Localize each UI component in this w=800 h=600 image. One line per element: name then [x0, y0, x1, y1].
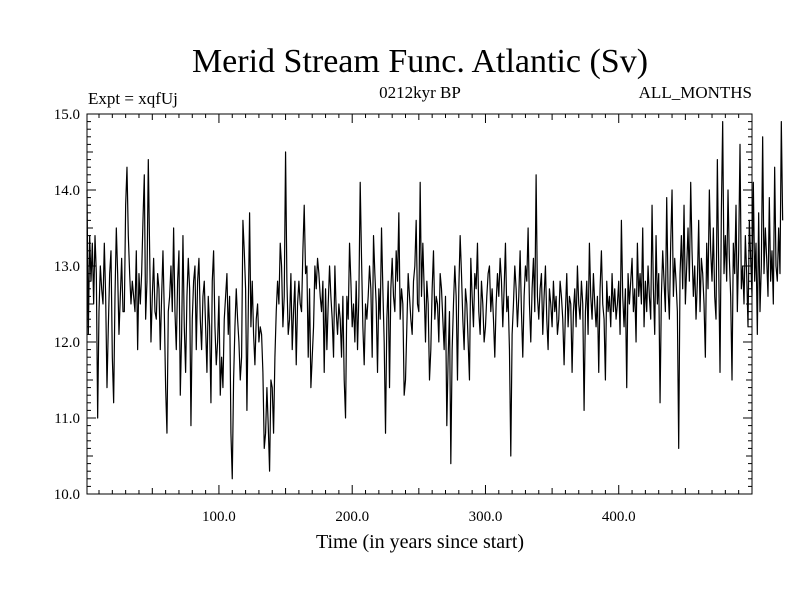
period-label: 0212kyr BP: [379, 83, 461, 102]
axis-ticks: 10.0 11.0 12.0 13.0 14.0 15.0 100.0 200.0 300.0 4…: [54, 107, 752, 525]
x-tick-label: 200.0: [335, 509, 369, 525]
months-label: ALL_MONTHS: [639, 83, 752, 102]
y-tick-label: 11.0: [54, 411, 80, 427]
y-tick-label: 10.0: [54, 487, 80, 503]
y-tick-label: 15.0: [54, 107, 80, 123]
y-tick-label: 14.0: [54, 183, 80, 199]
experiment-label: Expt = xqfUj: [88, 89, 178, 108]
series-line: [86, 120, 784, 480]
y-tick-label: 13.0: [54, 259, 80, 275]
plot-frame: [86, 113, 753, 495]
x-tick-label: 100.0: [202, 509, 236, 525]
data-series: [86, 120, 784, 480]
x-tick-label: 400.0: [602, 509, 636, 525]
y-tick-label: 12.0: [54, 335, 80, 351]
x-tick-label: 300.0: [469, 509, 503, 525]
chart-title: Merid Stream Func. Atlantic (Sv): [192, 43, 648, 80]
x-axis-label: Time (in years since start): [316, 531, 524, 553]
